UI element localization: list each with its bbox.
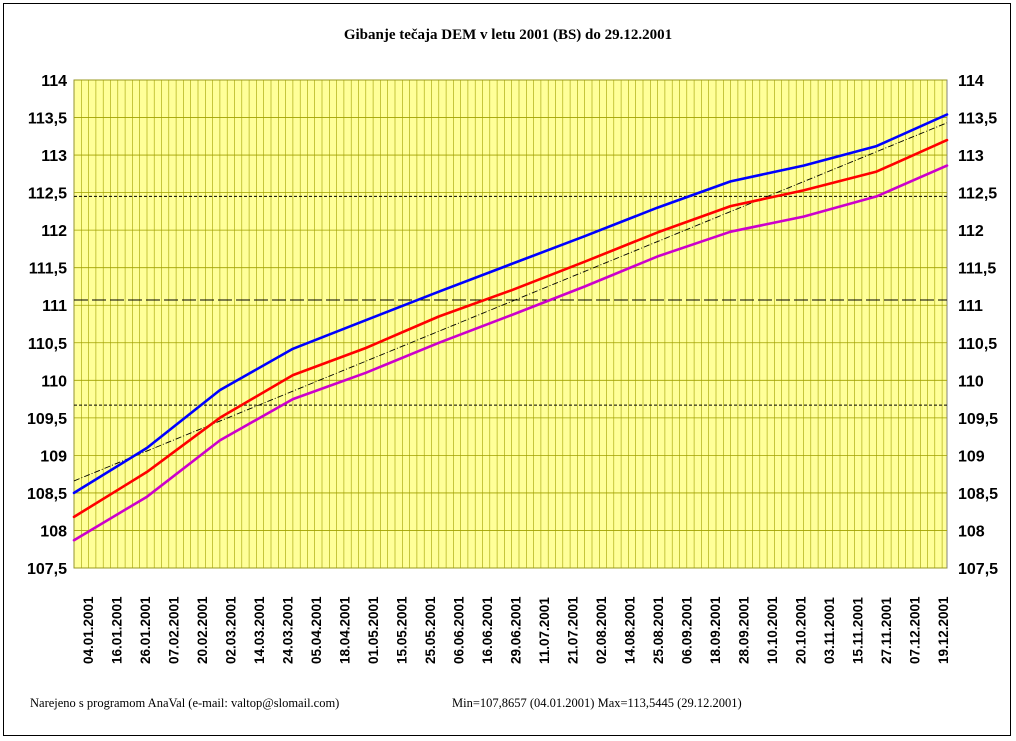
x-tick-label: 07.02.2001 <box>167 596 182 664</box>
y-tick-label-left: 111,5 <box>29 261 67 278</box>
y-tick-label-left: 112 <box>41 223 67 240</box>
x-tick-label: 14.08.2001 <box>623 596 638 664</box>
x-tick-label: 10.10.2001 <box>765 596 780 664</box>
series-line-1 <box>72 113 949 495</box>
x-tick-label: 25.05.2001 <box>423 596 438 664</box>
y-tick-label-right: 113,5 <box>958 111 997 128</box>
series-line-3 <box>72 164 949 542</box>
y-tick-label-left: 110 <box>41 373 67 390</box>
y-tick-label-left: 114 <box>41 73 67 90</box>
y-tick-label-right: 110 <box>958 373 984 390</box>
x-tick-label: 21.07.2001 <box>566 596 581 664</box>
chart-title: Gibanje tečaja DEM v letu 2001 (BS) do 2… <box>344 27 672 43</box>
plot-area <box>72 79 949 569</box>
x-tick-label: 28.09.2001 <box>737 596 752 664</box>
y-axis-left: 107,5 108 108,5 109 109,5 110 110,5 111 111,5 112… <box>27 73 67 578</box>
x-tick-label: 15.05.2001 <box>395 596 410 664</box>
x-tick-label: 14.03.2001 <box>252 596 267 664</box>
x-tick-label: 20.02.2001 <box>195 596 210 664</box>
x-tick-label: 11.07.2001 <box>537 597 552 664</box>
x-tick-label: 18.09.2001 <box>708 596 723 664</box>
y-tick-label-right: 107,5 <box>958 561 998 578</box>
series-line-2 <box>72 138 949 519</box>
y-tick-label-right: 110,5 <box>958 336 997 353</box>
plot-background <box>73 79 948 569</box>
y-tick-label-left: 113 <box>41 148 67 165</box>
y-tick-label-right: 109 <box>958 448 985 465</box>
x-tick-label: 16.01.2001 <box>110 596 125 664</box>
x-tick-label: 19.12.2001 <box>936 596 951 664</box>
y-tick-label-left: 109 <box>40 448 67 465</box>
y-tick-label-left: 110,5 <box>28 336 67 353</box>
y-tick-label-left: 108 <box>40 523 67 540</box>
y-tick-label-right: 114 <box>958 73 984 90</box>
trend-line <box>73 122 948 482</box>
x-tick-label: 01.05.2001 <box>366 596 381 664</box>
x-axis: 04.01.2001 16.01.2001 26.01.2001 07.02.2001… <box>81 596 951 664</box>
x-tick-label: 02.08.2001 <box>594 596 609 664</box>
y-tick-label-right: 108 <box>958 523 985 540</box>
x-tick-label: 04.01.2001 <box>81 596 96 664</box>
x-tick-label: 18.04.2001 <box>338 596 353 664</box>
y-tick-label-right: 111,5 <box>958 261 996 278</box>
x-tick-label: 02.03.2001 <box>224 596 239 664</box>
x-tick-label: 29.06.2001 <box>509 596 524 664</box>
vertical-gridlines <box>73 80 943 568</box>
y-tick-label-left: 108,5 <box>27 486 67 503</box>
footer-minmax: Min=107,8657 (04.01.2001) Max=113,5445 (… <box>452 696 742 710</box>
x-tick-label: 25.08.2001 <box>651 596 666 664</box>
y-axis-right: 107,5 108 108,5 109 109,5 110 110,5 111 111,5 112… <box>958 73 998 578</box>
x-tick-label: 20.10.2001 <box>794 596 809 664</box>
x-tick-label: 07.12.2001 <box>908 596 923 664</box>
y-tick-label-left: 109,5 <box>27 411 67 428</box>
y-tick-label-right: 108,5 <box>958 486 998 503</box>
y-tick-label-left: 111 <box>42 298 67 315</box>
x-tick-label: 24.03.2001 <box>281 596 296 664</box>
y-tick-label-right: 109,5 <box>958 411 998 428</box>
footer-credit: Narejeno s programom AnaVal (e-mail: val… <box>30 696 339 710</box>
x-tick-label: 16.06.2001 <box>480 596 495 664</box>
y-tick-label-right: 111 <box>958 298 983 315</box>
y-tick-label-left: 112,5 <box>28 186 67 203</box>
y-tick-label-left: 107,5 <box>27 561 67 578</box>
x-tick-label: 06.09.2001 <box>680 596 695 664</box>
x-tick-label: 15.11.2001 <box>851 597 866 664</box>
x-tick-label: 26.01.2001 <box>138 596 153 664</box>
x-tick-label: 03.11.2001 <box>822 597 837 664</box>
x-tick-label: 05.04.2001 <box>309 596 324 664</box>
y-tick-label-right: 113 <box>958 148 984 165</box>
y-tick-label-left: 113,5 <box>28 111 67 128</box>
x-tick-label: 06.06.2001 <box>452 596 467 664</box>
y-tick-label-right: 112 <box>958 223 984 240</box>
y-tick-label-right: 112,5 <box>958 186 997 203</box>
x-tick-label: 27.11.2001 <box>879 597 894 664</box>
